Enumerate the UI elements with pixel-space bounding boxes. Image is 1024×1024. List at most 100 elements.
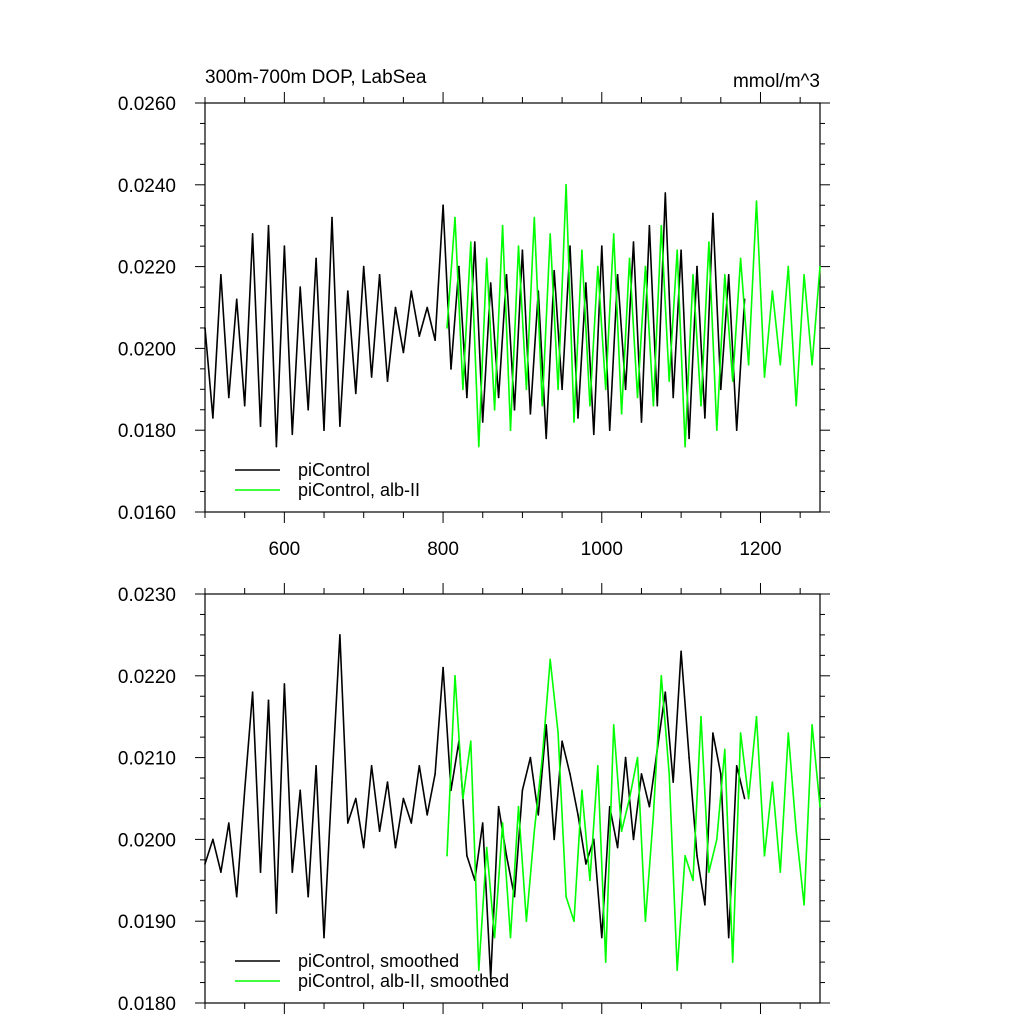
top-series-1-point bbox=[593, 433, 595, 436]
top-series-1-point bbox=[585, 282, 587, 284]
bottom-series-1-point bbox=[402, 797, 405, 800]
bottom-ytick-label: 0.0180 bbox=[118, 994, 176, 1015]
bottom-series-1-point bbox=[220, 871, 222, 873]
bottom-series-2-point bbox=[517, 805, 520, 808]
bottom-series-line-2 bbox=[446, 658, 821, 972]
top-series-2-point bbox=[557, 388, 559, 391]
top-series-2-point bbox=[541, 404, 544, 407]
bottom-series-1-point bbox=[648, 805, 651, 808]
bottom-series-1-point bbox=[251, 691, 254, 693]
bottom-series-2-point bbox=[668, 773, 671, 775]
top-series-2-point bbox=[565, 184, 567, 186]
bottom-series-1-point bbox=[204, 863, 206, 865]
top-series-2-point bbox=[684, 445, 686, 448]
bottom-legend: piControl, smoothed piControl, alb-II, s… bbox=[235, 951, 509, 991]
bottom-plot-frame bbox=[204, 593, 821, 1004]
bottom-panel: 0.0180 0.0190 0.0200 0.0210 0.0220 0.0230 piC… bbox=[118, 583, 830, 1015]
bottom-series-1-point bbox=[243, 789, 246, 792]
bottom-series-2-point bbox=[723, 748, 726, 751]
bottom-series-2-point bbox=[708, 871, 710, 873]
top-series-1-point bbox=[307, 408, 309, 411]
top-series-2-point bbox=[454, 216, 456, 219]
top-series-1-point bbox=[497, 396, 500, 399]
bottom-series-1-point bbox=[545, 724, 548, 726]
top-series-1-point bbox=[450, 368, 452, 370]
bottom-series-line-1 bbox=[204, 634, 746, 980]
bottom-series-2-point bbox=[454, 675, 456, 677]
top-series-1-point bbox=[640, 421, 643, 423]
bottom-series-1-point bbox=[727, 936, 730, 939]
bottom-series-1-point bbox=[696, 854, 698, 857]
top-series-2-point bbox=[509, 429, 512, 432]
bottom-series-1-point bbox=[720, 773, 722, 775]
bottom-series-2-point bbox=[803, 904, 805, 906]
top-series-1-point bbox=[362, 265, 365, 268]
top-series-1-point bbox=[569, 245, 571, 247]
bottom-series-1-point bbox=[362, 846, 365, 849]
top-series-2-point bbox=[779, 363, 782, 366]
bottom-series-1-point bbox=[521, 789, 524, 792]
top-series-1-point bbox=[735, 429, 738, 432]
bottom-series-2-point bbox=[477, 969, 480, 972]
top-series-1-point bbox=[624, 388, 627, 391]
top-series-1-point bbox=[458, 265, 460, 268]
bottom-series-1-point bbox=[489, 977, 492, 980]
top-series-2-point bbox=[787, 265, 790, 268]
bottom-series-1-point bbox=[505, 854, 508, 857]
top-series-line-1 bbox=[204, 192, 746, 448]
top-series-2-point bbox=[470, 241, 472, 243]
bottom-series-1-point bbox=[735, 764, 738, 767]
bottom-series-2-point bbox=[755, 715, 758, 718]
bottom-series-2-point bbox=[747, 797, 750, 800]
bottom-x-axis bbox=[204, 583, 801, 1014]
top-series-1-point bbox=[688, 437, 690, 440]
top-series-2-point bbox=[501, 224, 504, 227]
bottom-series-1-point bbox=[267, 699, 270, 702]
top-series-1-point bbox=[648, 224, 651, 227]
top-xtick-label: 1200 bbox=[739, 539, 781, 560]
bottom-series-2-point bbox=[501, 822, 504, 824]
top-series-1-point bbox=[529, 413, 532, 415]
bottom-series-2-point bbox=[787, 732, 790, 734]
top-series-2-point bbox=[731, 380, 734, 382]
bottom-series-1-point bbox=[275, 912, 278, 914]
bottom-series-1-point bbox=[640, 773, 643, 775]
top-series-1-point bbox=[283, 245, 286, 247]
top-series-1-point bbox=[727, 273, 730, 276]
bottom-series-2-point bbox=[731, 961, 734, 963]
bottom-series-1-point bbox=[299, 789, 302, 792]
top-series-2-point bbox=[811, 363, 813, 366]
top-series-1-point bbox=[315, 257, 317, 260]
bottom-series-2-point bbox=[652, 814, 655, 816]
top-series-1-point bbox=[370, 376, 373, 378]
top-series-1-point bbox=[712, 212, 714, 215]
bottom-series-2-point bbox=[660, 675, 663, 677]
bottom-series-1-point bbox=[561, 740, 563, 743]
bottom-series-1-point bbox=[339, 634, 341, 636]
bottom-series-1-point bbox=[680, 650, 682, 653]
bottom-series-1-point bbox=[212, 838, 214, 841]
top-series-2-point bbox=[692, 273, 694, 276]
bottom-series-group bbox=[204, 634, 821, 980]
bottom-ytick-label: 0.0210 bbox=[118, 749, 176, 770]
top-series-1-point bbox=[561, 388, 563, 391]
bottom-series-1-point bbox=[577, 814, 579, 816]
top-series-2-point bbox=[700, 404, 702, 407]
top-series-1-point bbox=[220, 273, 222, 276]
bottom-series-2-point bbox=[470, 740, 472, 743]
bottom-series-1-point bbox=[370, 764, 373, 767]
bottom-series-2-point bbox=[573, 920, 575, 922]
bottom-series-2-point bbox=[549, 658, 551, 661]
top-series-2-point bbox=[477, 445, 480, 448]
bottom-series-2-point bbox=[676, 969, 678, 972]
bottom-series-1-point bbox=[529, 756, 532, 759]
top-series-1-point bbox=[235, 298, 238, 301]
bottom-series-2-point bbox=[485, 846, 488, 849]
bottom-y-axis: 0.0180 0.0190 0.0200 0.0210 0.0220 0.0230 bbox=[118, 585, 830, 1015]
top-series-2-point bbox=[676, 249, 678, 252]
bottom-series-2-point bbox=[525, 920, 528, 922]
top-series-1-point bbox=[243, 404, 246, 407]
bottom-series-1-point bbox=[608, 805, 611, 808]
bottom-series-1-point bbox=[434, 773, 436, 775]
